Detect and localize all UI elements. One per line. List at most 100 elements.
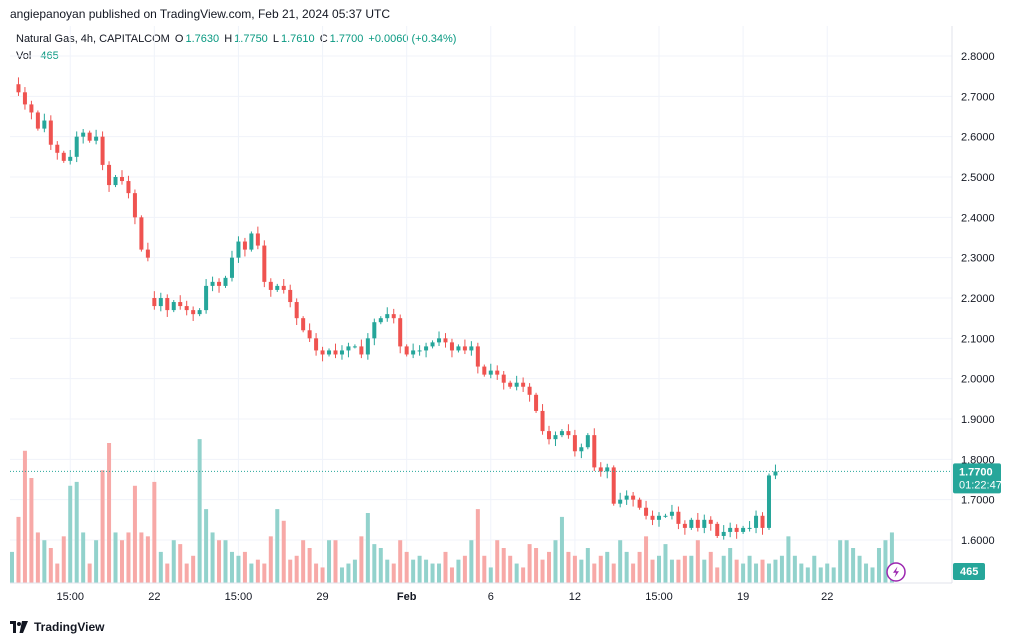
- candle: [631, 492, 636, 507]
- last-price-badge[interactable]: 1.7700 01:22:47: [953, 463, 1002, 494]
- candle: [521, 377, 526, 392]
- candle-body: [456, 346, 461, 351]
- volume-bar: [29, 478, 34, 583]
- candle: [184, 300, 189, 316]
- volume-bar: [514, 563, 519, 583]
- volume-bar: [139, 532, 144, 583]
- candle: [346, 342, 351, 358]
- volume-bar: [669, 559, 674, 583]
- volume-bar: [22, 450, 27, 583]
- candle-body: [288, 289, 293, 303]
- candle: [204, 279, 209, 314]
- volume-bar: [799, 563, 804, 583]
- candle: [624, 490, 629, 505]
- candle: [288, 284, 293, 308]
- candle-body: [294, 302, 299, 319]
- candle: [210, 276, 215, 292]
- candle: [275, 283, 280, 292]
- candle: [741, 525, 746, 534]
- candle: [81, 129, 86, 144]
- volume-bar: [482, 555, 487, 583]
- price-tick-label: 1.7000: [961, 495, 995, 507]
- candle: [663, 513, 668, 518]
- candle: [94, 129, 99, 145]
- candle-body: [754, 515, 759, 528]
- volume-bar: [521, 567, 526, 583]
- low-value: 1.7610: [281, 33, 315, 45]
- candle: [229, 250, 234, 282]
- volume-bar: [682, 555, 687, 583]
- candle: [249, 231, 254, 252]
- candle: [242, 237, 247, 257]
- candle: [327, 348, 332, 357]
- volume-bar: [650, 559, 655, 583]
- volume-bar: [48, 548, 53, 583]
- volume-bar: [579, 559, 584, 583]
- price-axis: 2.8000 2.7000 2.6000 2.5000 2.4000 2.3000 2.20…: [961, 51, 995, 547]
- candle: [417, 345, 422, 356]
- volume-bar: [288, 559, 293, 583]
- candle: [301, 316, 306, 333]
- volume-bar: [488, 567, 493, 583]
- close-value: 1.7700: [329, 33, 364, 45]
- candle: [495, 365, 500, 380]
- candle: [191, 306, 196, 321]
- volume-bar: [430, 563, 435, 583]
- candle: [702, 514, 707, 534]
- candle-body: [411, 350, 416, 355]
- candle: [754, 510, 759, 534]
- candle-body: [521, 382, 526, 387]
- candle: [508, 380, 513, 389]
- time-tick-label: 15:00: [225, 591, 253, 603]
- candle: [339, 345, 344, 360]
- candle-body: [217, 281, 222, 286]
- candle: [139, 215, 144, 252]
- price-tick-label: 2.0000: [961, 374, 995, 386]
- candle-body: [346, 346, 351, 351]
- candle: [126, 175, 131, 199]
- candle-body: [443, 338, 448, 343]
- candle-body: [281, 285, 286, 290]
- candle: [747, 521, 752, 532]
- candle: [378, 316, 383, 325]
- candle-body: [579, 447, 584, 452]
- volume-bar: [818, 567, 823, 583]
- candle-body: [611, 467, 616, 504]
- volume-bar: [307, 548, 312, 583]
- symbol-name[interactable]: Natural Gas, 4h, CAPITALCOM: [16, 33, 170, 45]
- candle: [171, 300, 176, 313]
- candle: [132, 189, 137, 225]
- volume-bar: [411, 559, 416, 583]
- lightning-icon[interactable]: [886, 562, 906, 582]
- volume-bar: [359, 536, 364, 583]
- candle-body: [139, 217, 144, 250]
- volume-bars: [10, 439, 894, 583]
- candle-body: [449, 342, 454, 351]
- candle: [585, 433, 590, 450]
- time-tick-label: 22: [148, 591, 160, 603]
- candle-body: [734, 527, 739, 532]
- candle: [307, 323, 312, 342]
- candle-body: [48, 120, 53, 145]
- volume-bar: [598, 555, 603, 583]
- candle-body: [158, 298, 163, 307]
- volume-bar: [540, 559, 545, 583]
- candle-body: [566, 431, 571, 436]
- candle: [165, 294, 170, 317]
- candle-body: [398, 318, 403, 347]
- candle: [695, 512, 700, 532]
- candle: [87, 130, 92, 143]
- candle-body: [107, 164, 112, 186]
- high-value: 1.7750: [234, 33, 268, 45]
- candle: [294, 298, 299, 326]
- candle-body: [631, 495, 636, 500]
- candle: [42, 113, 47, 133]
- candle: [572, 429, 577, 457]
- candle: [22, 87, 27, 110]
- time-tick-label: 12: [569, 591, 581, 603]
- volume-bar: [255, 559, 260, 583]
- footer-brand[interactable]: TradingView: [10, 620, 104, 634]
- candle-body: [676, 511, 681, 524]
- volume-bar: [236, 555, 241, 583]
